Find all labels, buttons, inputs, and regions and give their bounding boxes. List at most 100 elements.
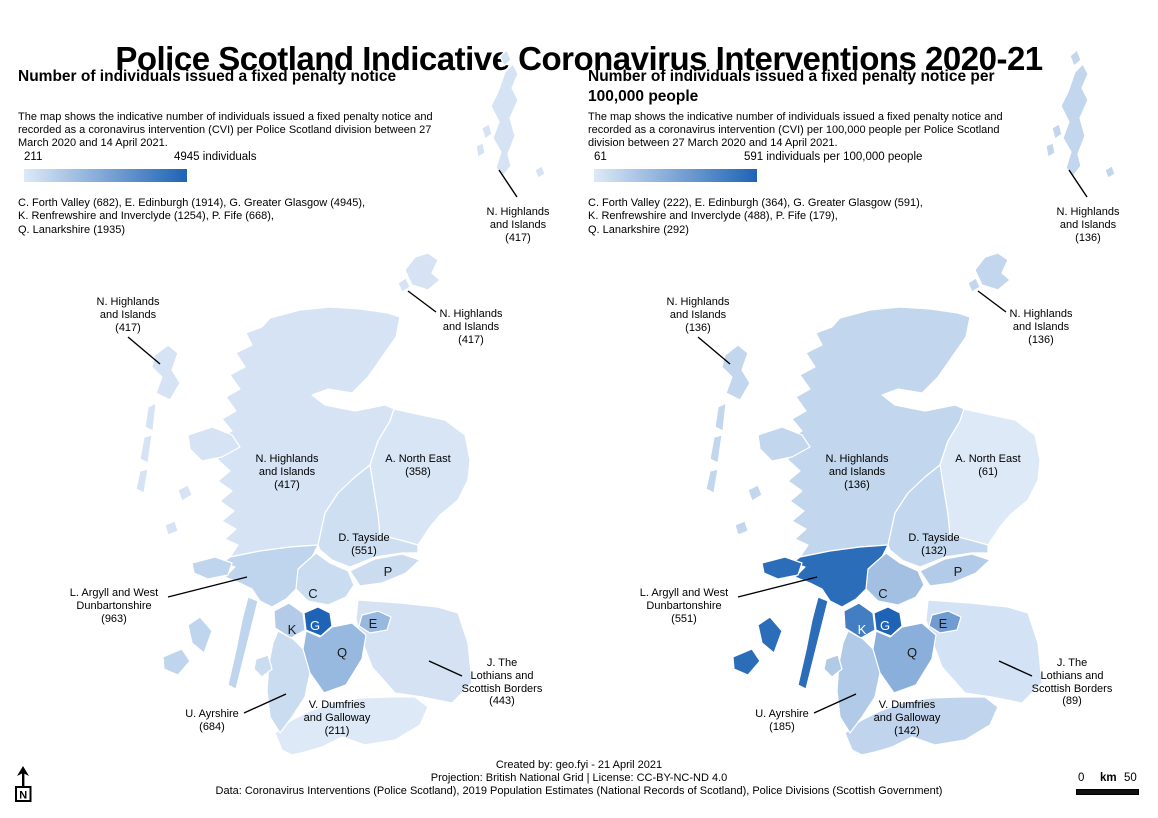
scale-bar-start: 0 [1078,772,1085,784]
map-region-C[interactable] [865,552,925,606]
map-region-A[interactable] [939,408,1041,546]
label-argyll: L. Argyll and West Dunbartonshire (551) [639,587,729,625]
map-region-N-island[interactable] [177,484,193,502]
map-region-L-island[interactable] [191,556,233,580]
scale-bar-rule [1076,789,1139,795]
map-region-N-shetland[interactable] [1069,49,1082,67]
legend-gradient-bar [594,169,757,182]
map-region-D[interactable] [317,464,419,568]
map-region-N-island[interactable] [144,402,157,432]
map-region-N-island[interactable] [187,426,241,462]
map-region-Q[interactable] [302,622,367,694]
legend-max-value: 591 individuals per 100,000 people [744,151,923,163]
map-region-N-island[interactable] [721,344,751,401]
label-highlands-mainland: N. Highlands and Islands (136) [825,453,889,491]
label-highlands-orkney: N. Highlands and Islands (136) [1009,308,1073,346]
map-region-G[interactable] [303,606,333,637]
map-region-L[interactable] [221,544,319,608]
map-region-N-island[interactable] [757,426,811,462]
map-region-N-island[interactable] [135,468,149,494]
legend-min-value: 211 [24,151,43,163]
panel-title: Number of individuals issued a fixed pen… [588,68,995,105]
map-region-N-island[interactable] [734,520,749,536]
map-region-N-island[interactable] [139,434,153,464]
panel-title: Number of individuals issued a fixed pen… [18,68,397,85]
label-lothians-borders: J. The Lothians and Scottish Borders (44… [461,657,543,708]
map-region-N-shetland[interactable] [1045,142,1056,158]
map-region-N-shetland[interactable] [1051,123,1063,140]
map-region-L-island[interactable] [761,556,803,580]
map-region-L-island[interactable] [162,648,191,676]
map-region-N-island[interactable] [747,484,763,502]
map-region-N-shetland[interactable] [534,165,546,179]
page-title: Police Scotland Indicative Coronavirus I… [115,40,1043,78]
map-region-L-island[interactable] [732,648,761,676]
north-arrow-label: N [19,790,27,802]
map-region-G[interactable] [873,606,903,637]
map-region-N-shetland[interactable] [475,142,486,158]
map-region-L-island[interactable] [797,596,829,690]
map-region-N-island[interactable] [151,344,181,401]
map-region-K[interactable] [273,602,306,639]
map-region-V[interactable] [274,696,429,756]
panel-description: The map shows the indicative number of i… [18,111,433,150]
label-dumfries-galloway: V. Dumfries and Galloway (142) [873,699,941,737]
scale-bar: 0 km 50 [1076,772,1140,798]
map-region-N-island[interactable] [967,277,981,293]
north-arrow: N [15,766,32,802]
label-tayside: D. Tayside (551) [338,532,390,557]
map-region-L[interactable] [791,544,889,608]
map-region-A[interactable] [369,408,471,546]
map-region-N-island[interactable] [714,402,727,432]
scale-bar-end: 50 [1124,772,1137,784]
map-region-N-shetland[interactable] [490,63,519,177]
map-region-E[interactable] [358,610,392,634]
label-lothians-borders: J. The Lothians and Scottish Borders (89… [1031,657,1113,708]
map-region-C[interactable] [295,552,355,606]
map-region-P[interactable] [919,553,991,587]
map-region-L-island[interactable] [187,616,213,654]
label-highlands-western-isles: N. Highlands and Islands (417) [96,296,160,334]
label-highlands-western-isles: N. Highlands and Islands (136) [666,296,730,334]
label-ayrshire: U. Ayrshire (684) [185,708,239,733]
panel-description: The map shows the indicative number of i… [588,111,1003,150]
map-region-N-island[interactable] [397,277,411,293]
north-arrow-head-icon [17,766,29,776]
scotland-choropleth-map[interactable]: CPK G EQ [0,0,588,818]
map-region-N-shetland[interactable] [1104,165,1116,179]
map-region-D[interactable] [887,464,989,568]
division-values-note: C. Forth Valley (682), E. Edinburgh (191… [18,197,366,236]
map-region-N-shetland[interactable] [499,49,512,67]
map-region-N-island[interactable] [164,520,179,536]
map-region-P[interactable] [349,553,421,587]
map-region-U-island[interactable] [823,654,843,678]
credits-footer: Created by: geo.fyi - 21 April 2021 Proj… [215,759,943,797]
label-highlands-shetland-inset: N. Highlands and Islands (136) [1056,206,1120,244]
legend-max-value: 4945 individuals [174,151,257,163]
map-region-L-island[interactable] [227,596,259,690]
map-region-N-shetland[interactable] [1060,63,1089,177]
map-region-N-island[interactable] [404,252,441,291]
map-region-Q[interactable] [872,622,937,694]
map-region-V[interactable] [844,696,999,756]
label-ayrshire: U. Ayrshire (185) [755,708,809,733]
north-arrow-stem [22,772,25,788]
map-region-E[interactable] [928,610,962,634]
map-region-N-island[interactable] [705,468,719,494]
map-region-U-island[interactable] [253,654,273,678]
map-region-L-island[interactable] [757,616,783,654]
scale-bar-unit: km [1100,772,1117,784]
map-panel-counts: Number of individuals issued a fixed pen… [0,0,588,818]
label-highlands-shetland-inset: N. Highlands and Islands (417) [486,206,550,244]
legend-min-value: 61 [594,151,607,163]
map-region-N-island[interactable] [709,434,723,464]
division-values-note: C. Forth Valley (222), E. Edinburgh (364… [588,197,923,236]
map-region-K[interactable] [843,602,876,639]
label-highlands-mainland: N. Highlands and Islands (417) [255,453,319,491]
map-region-N-shetland[interactable] [481,123,493,140]
label-dumfries-galloway: V. Dumfries and Galloway (211) [303,699,371,737]
label-north-east: A. North East (61) [955,453,1021,478]
map-region-N-island[interactable] [974,252,1011,291]
legend-gradient-bar [24,169,187,182]
